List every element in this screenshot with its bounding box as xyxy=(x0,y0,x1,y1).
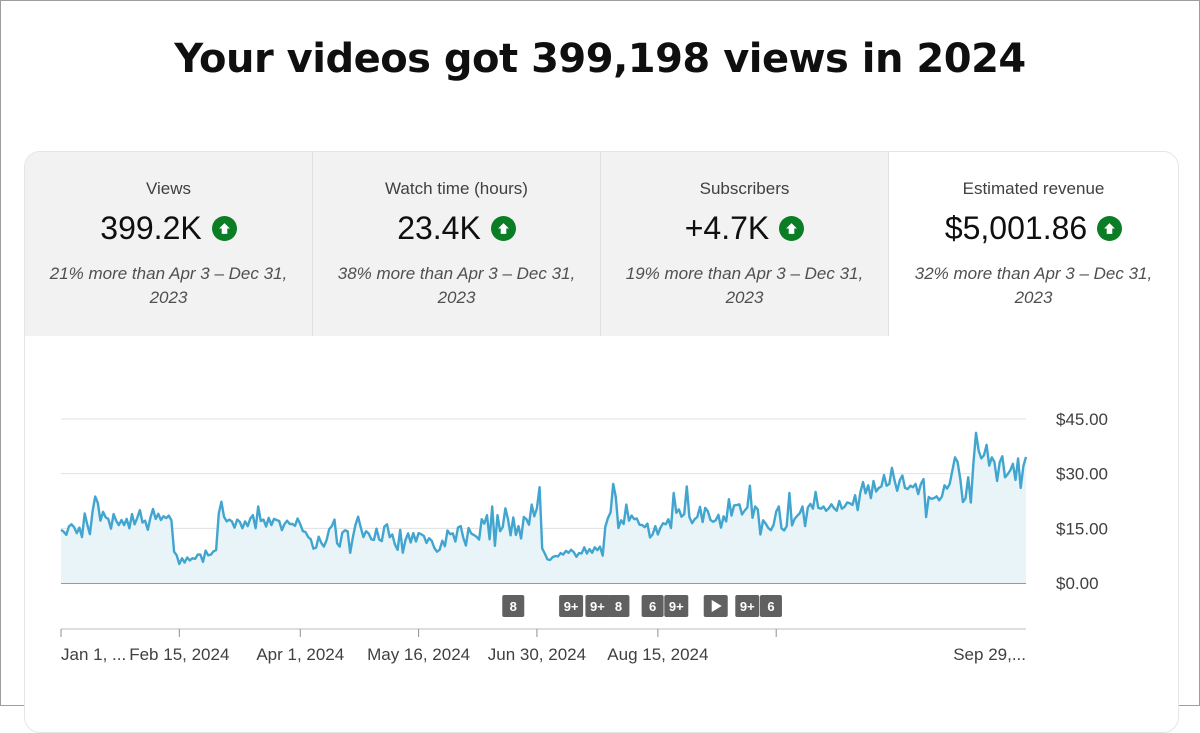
x-tick-label: Aug 15, 2024 xyxy=(607,645,708,664)
video-marker-count: 8 xyxy=(615,599,622,614)
tab-value-row: $5,001.86 xyxy=(889,210,1178,247)
x-tick-label: Apr 1, 2024 xyxy=(256,645,344,664)
video-marker[interactable] xyxy=(664,595,689,617)
tab-views[interactable]: Views 399.2K 21% more than Apr 3 – Dec 3… xyxy=(25,152,313,336)
video-marker-count: 8 xyxy=(510,599,517,614)
video-marker-count: 9+ xyxy=(564,599,579,614)
video-marker[interactable] xyxy=(559,595,584,617)
arrow-up-icon xyxy=(490,216,516,241)
tab-value: $5,001.86 xyxy=(944,210,1088,246)
tab-watch-time[interactable]: Watch time (hours) 23.4K 38% more than A… xyxy=(313,152,601,336)
x-tick-label: Jan 1, ... xyxy=(61,645,126,664)
tab-value: 23.4K xyxy=(397,210,481,246)
series-area xyxy=(61,432,1026,583)
tab-label: Estimated revenue xyxy=(962,179,1105,198)
video-marker-count: 6 xyxy=(767,599,774,614)
video-marker-count: 6 xyxy=(649,599,656,614)
tab-value-row: 23.4K xyxy=(313,210,600,247)
video-marker[interactable] xyxy=(735,595,760,617)
arrow-up-icon xyxy=(1097,216,1123,241)
arrow-up-icon xyxy=(779,216,805,241)
video-marker-count: 9+ xyxy=(740,599,755,614)
video-marker[interactable] xyxy=(759,595,782,617)
play-icon xyxy=(711,600,722,612)
y-tick-label: $45.00 xyxy=(1056,410,1108,429)
arrow-up-icon xyxy=(211,216,237,241)
tab-label: Views xyxy=(145,179,192,198)
page-title: Your videos got 399,198 views in 2024 xyxy=(174,36,1026,82)
tab-comparison: 19% more than Apr 3 – Dec 31, 2023 xyxy=(625,264,864,307)
tab-comparison: 21% more than Apr 3 – Dec 31, 2023 xyxy=(49,264,288,307)
tab-subscribers[interactable]: Subscribers +4.7K 19% more than Apr 3 – … xyxy=(601,152,889,336)
x-tick-label: Feb 15, 2024 xyxy=(129,645,229,664)
tab-value-row: +4.7K xyxy=(601,210,888,247)
metric-tabs: Views 399.2K 21% more than Apr 3 – Dec 3… xyxy=(25,152,1178,336)
tab-comparison: 38% more than Apr 3 – Dec 31, 2023 xyxy=(337,264,576,307)
video-marker[interactable] xyxy=(585,595,610,617)
tab-comparison: 32% more than Apr 3 – Dec 31, 2023 xyxy=(914,264,1153,307)
revenue-line-chart[interactable]: $45.00 $30.00 $15.00 $0.00 Jan 1, ... Feb 15,… xyxy=(0,0,1200,706)
video-marker-count: 9+ xyxy=(669,599,684,614)
series-line[interactable] xyxy=(60,431,1028,566)
y-tick-label: $0.00 xyxy=(1056,574,1099,593)
y-tick-label: $30.00 xyxy=(1056,465,1108,484)
video-marker[interactable] xyxy=(502,595,525,617)
y-tick-label: $15.00 xyxy=(1056,519,1108,538)
tab-label: Subscribers xyxy=(699,179,790,198)
video-marker[interactable] xyxy=(641,595,664,617)
tab-value: 399.2K xyxy=(100,210,202,246)
x-tick-label: Jun 30, 2024 xyxy=(488,645,586,664)
video-marker[interactable] xyxy=(607,595,630,617)
x-tick-label: May 16, 2024 xyxy=(367,645,470,664)
video-marker-count: 9+ xyxy=(590,599,605,614)
tab-value-row: 399.2K xyxy=(25,210,312,247)
x-tick-label: Sep 29,... xyxy=(953,645,1026,664)
tab-estimated-revenue[interactable]: Estimated revenue $5,001.86 32% more tha… xyxy=(889,152,1178,336)
metrics-card: Views 399.2K 21% more than Apr 3 – Dec 3… xyxy=(24,151,1179,733)
tab-label: Watch time (hours) xyxy=(385,179,528,198)
tab-value: +4.7K xyxy=(684,210,770,246)
